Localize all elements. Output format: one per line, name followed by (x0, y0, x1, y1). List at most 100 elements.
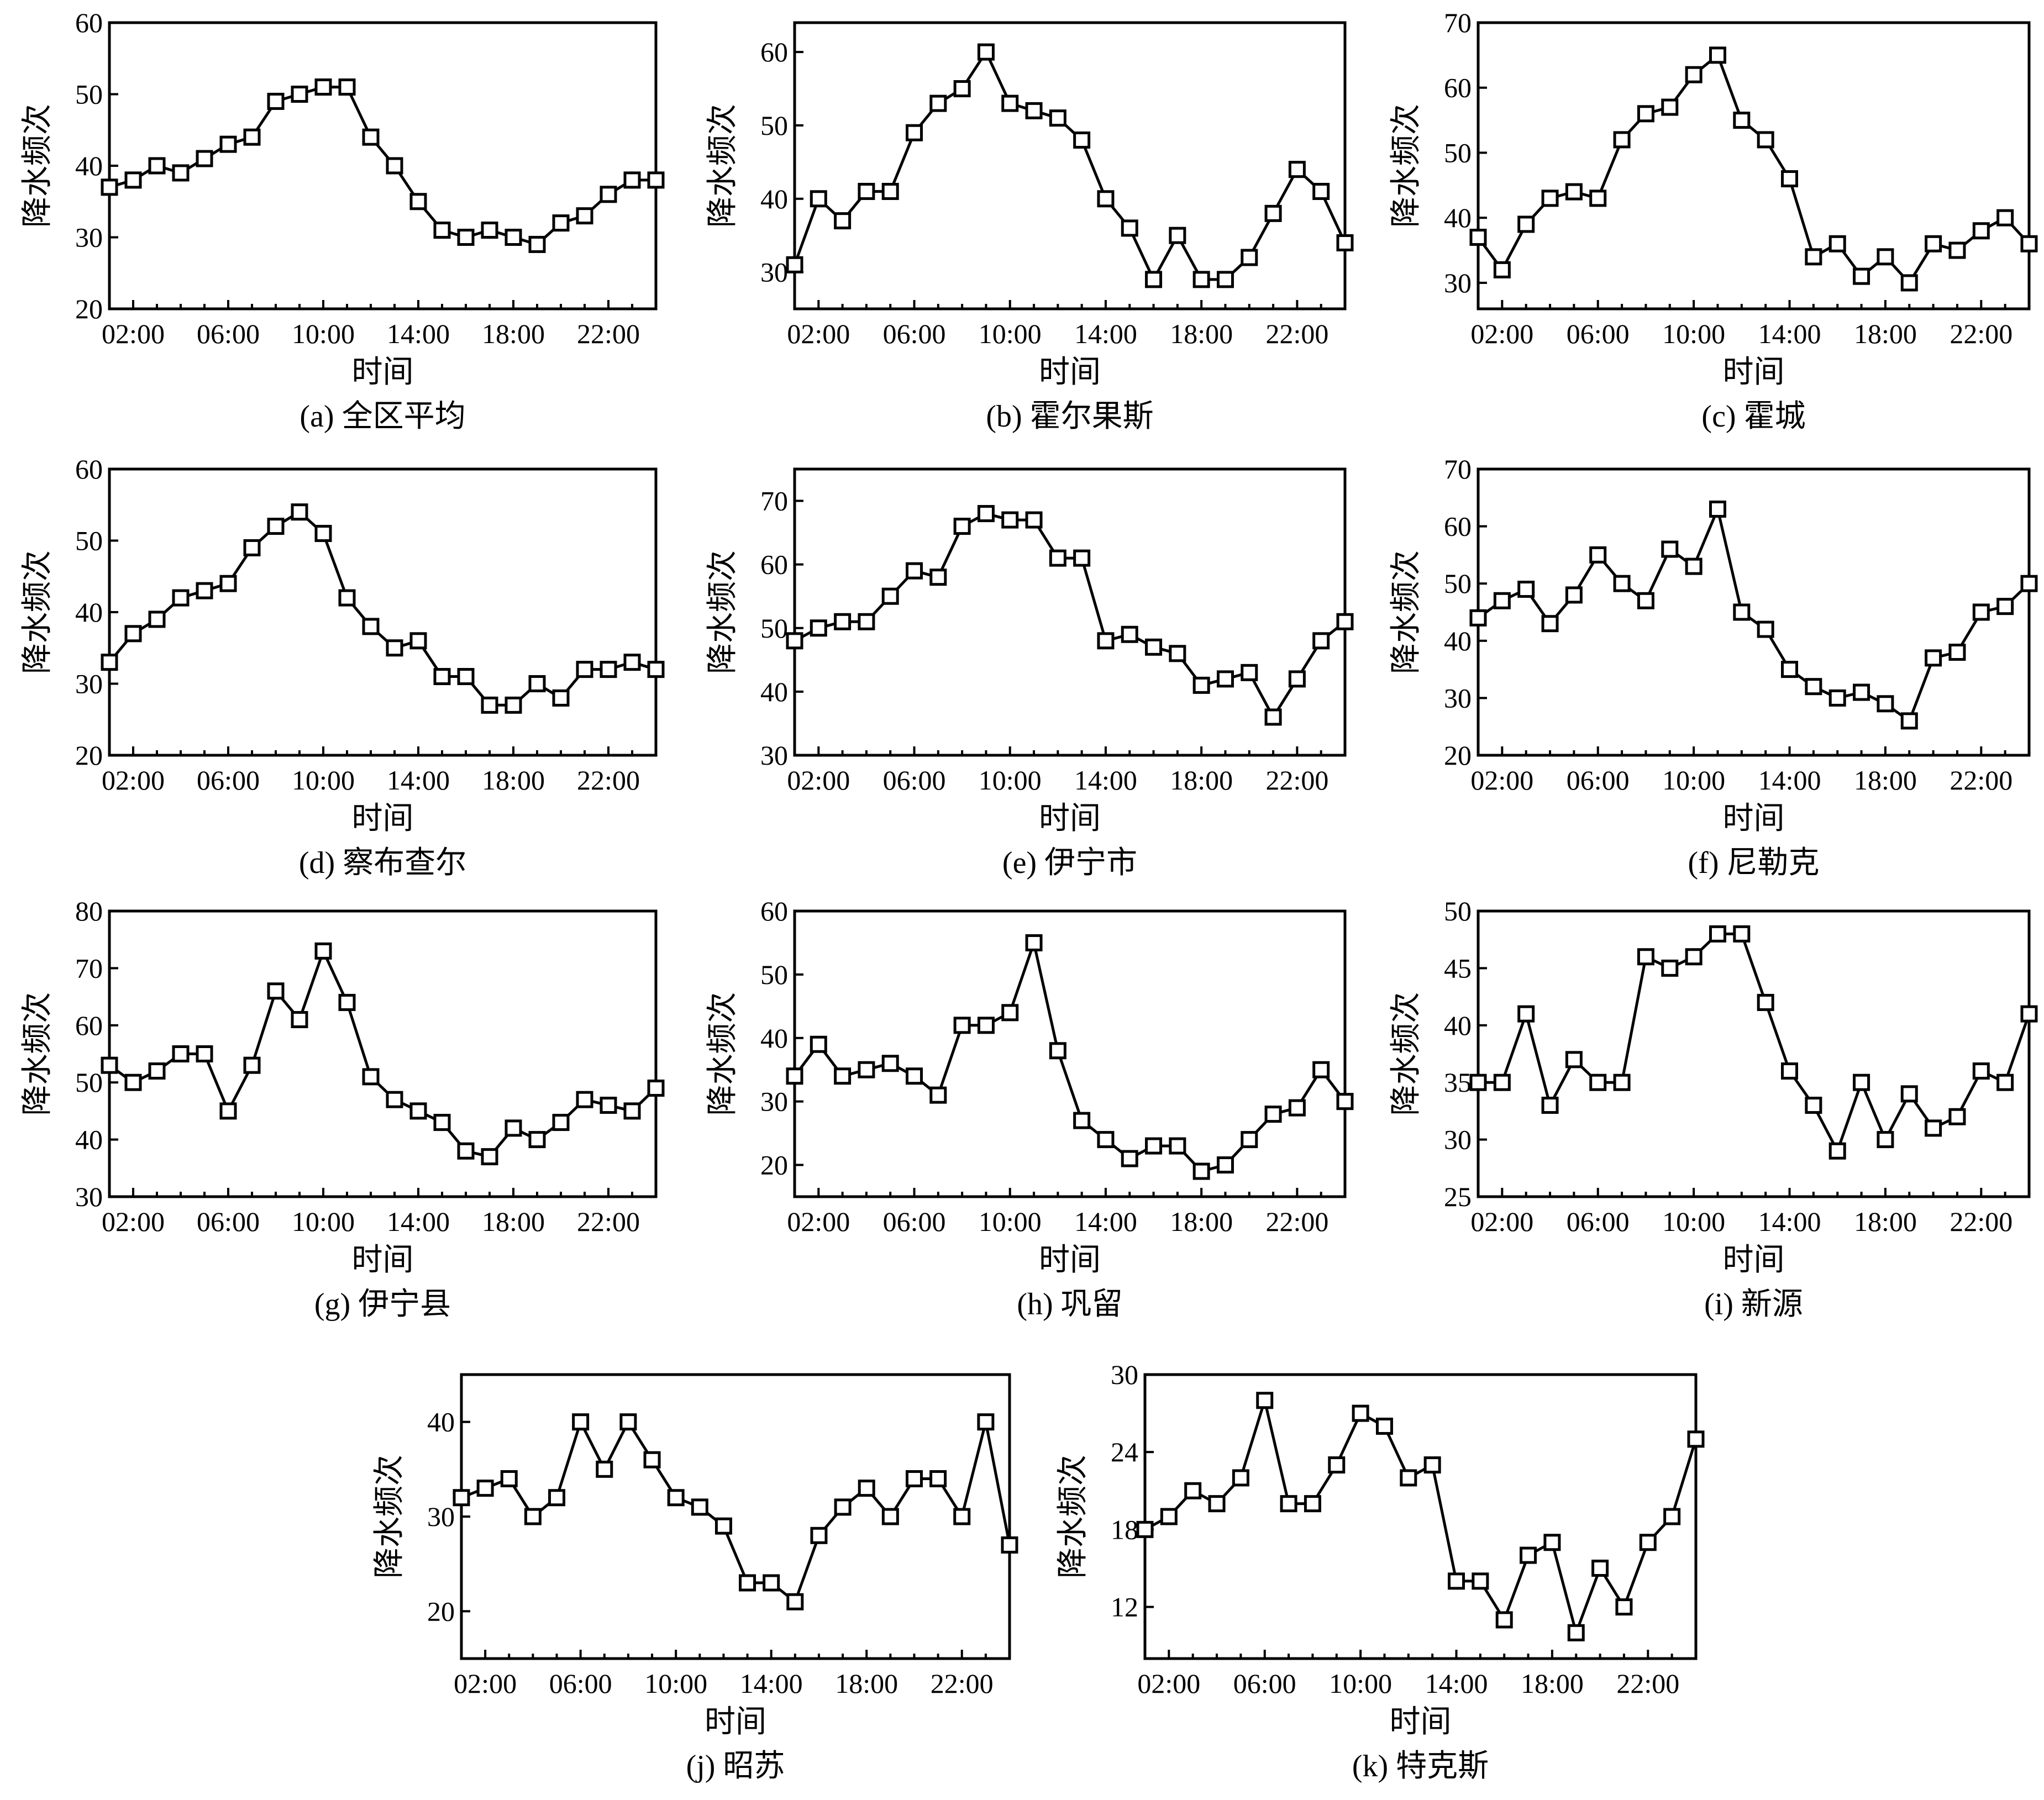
panel-caption: (k) 特克斯 (1352, 1749, 1489, 1783)
data-point-marker (457, 668, 475, 686)
data-point-marker (1996, 209, 2014, 227)
data-point-marker (1900, 712, 1918, 730)
data-point-marker (1264, 204, 1282, 222)
panel-caption: (h) 巩留 (1017, 1287, 1122, 1322)
data-point-marker (338, 993, 356, 1011)
x-tick-label: 18:00 (835, 1668, 898, 1699)
y-axis-label: 降水频次 (1389, 104, 1423, 228)
data-point-marker (505, 696, 522, 714)
data-point-marker (1001, 1536, 1018, 1554)
x-tick-label: 02:00 (1137, 1668, 1200, 1699)
data-point-marker (1192, 271, 1210, 288)
x-tick-label: 06:00 (197, 765, 260, 796)
y-tick-label: 40 (1444, 202, 1472, 233)
data-point-marker (1877, 695, 1894, 713)
data-point-marker (1472, 1572, 1489, 1590)
y-tick-label: 20 (75, 293, 103, 324)
data-point-marker (267, 92, 285, 110)
data-point-marker (1121, 219, 1138, 237)
data-point-marker (500, 1470, 518, 1487)
y-tick-label: 70 (760, 486, 788, 517)
data-point-marker (1169, 1137, 1186, 1155)
data-point-marker (1049, 1042, 1066, 1060)
y-tick-label: 35 (1444, 1067, 1472, 1098)
data-point-marker (906, 562, 923, 580)
data-point-marker (457, 229, 475, 246)
plot-frame (1476, 909, 2031, 1198)
data-point-marker (2020, 235, 2038, 252)
data-point-marker (600, 661, 617, 678)
y-tick-label: 70 (1444, 454, 1472, 485)
data-point-marker (810, 190, 827, 208)
data-point-marker (1781, 661, 1799, 678)
data-point-marker (1025, 934, 1043, 951)
y-axis-label: 降水频次 (1389, 992, 1423, 1116)
data-point-marker (1637, 105, 1654, 123)
data-point-marker (172, 1045, 190, 1062)
data-point-marker (619, 1413, 637, 1431)
y-tick-label: 30 (760, 740, 788, 771)
data-point-marker (1613, 131, 1631, 149)
data-point-marker (1637, 592, 1654, 609)
x-tick-label: 14:00 (1758, 765, 1821, 796)
data-point-marker (101, 178, 118, 196)
data-point-marker (1757, 620, 1774, 638)
data-point-marker (1241, 1131, 1258, 1149)
data-point-marker (148, 157, 166, 175)
data-point-marker (338, 589, 356, 607)
x-axis-label: 时间 (1039, 802, 1101, 836)
x-tick-label: 02:00 (787, 1206, 850, 1237)
data-point-marker (1565, 586, 1583, 604)
x-tick-label: 14:00 (740, 1668, 803, 1699)
y-tick-label: 25 (1444, 1181, 1472, 1212)
y-tick-label: 20 (427, 1596, 455, 1627)
data-point-marker (929, 94, 947, 112)
x-tick-label: 18:00 (482, 318, 545, 349)
data-point-marker (1972, 603, 1990, 621)
x-tick-label: 10:00 (1662, 318, 1725, 349)
data-point-marker (1001, 94, 1019, 112)
data-point-marker (1541, 1097, 1559, 1114)
data-point-marker (906, 124, 923, 141)
x-tick-label: 02:00 (102, 765, 165, 796)
panel-caption: (c) 霍城 (1701, 399, 1805, 434)
data-point-marker (433, 222, 451, 239)
chart-panel: 30 40 50 60 70 02:00 06:00 10:00 14:00 18:00 22:00… (1389, 7, 2038, 434)
data-point-marker (881, 1508, 899, 1525)
panel-caption: (j) 昭苏 (686, 1749, 785, 1783)
y-tick-label: 30 (1111, 1359, 1138, 1390)
data-point-marker (906, 1067, 923, 1085)
data-point-marker (763, 1574, 780, 1592)
data-point-marker (1877, 1131, 1894, 1149)
y-tick-label: 50 (1444, 896, 1472, 927)
data-point-marker (386, 639, 403, 657)
data-point-marker (881, 587, 899, 605)
y-tick-label: 40 (760, 676, 788, 707)
data-point-marker (1517, 581, 1535, 598)
data-point-marker (1495, 1611, 1513, 1629)
plot-frame (793, 909, 1347, 1198)
data-point-marker (953, 518, 971, 535)
x-tick-label: 06:00 (1233, 1668, 1296, 1699)
data-point-marker (1996, 598, 2014, 615)
data-point-marker (219, 575, 237, 592)
data-point-marker (1567, 1624, 1585, 1641)
x-tick-label: 22:00 (577, 1206, 640, 1237)
data-point-marker (552, 1114, 570, 1131)
data-point-marker (1049, 109, 1066, 127)
data-point-marker (528, 235, 546, 253)
y-tick-label: 30 (760, 257, 788, 288)
data-point-marker (1637, 948, 1654, 966)
data-point-marker (929, 569, 947, 586)
x-tick-label: 14:00 (387, 318, 450, 349)
data-point-marker (196, 150, 213, 167)
chart-panel: 30 40 50 60 70 80 02:00 06:00 10:00 14:00 18:00 22:… (20, 896, 665, 1322)
data-point-marker (1828, 689, 1846, 707)
x-tick-label: 10:00 (292, 318, 355, 349)
data-point-marker (1685, 948, 1703, 966)
x-tick-label: 10:00 (292, 1206, 355, 1237)
data-point-marker (1589, 546, 1607, 564)
x-tick-label: 06:00 (197, 318, 260, 349)
panel-caption: (b) 霍尔果斯 (986, 399, 1153, 434)
data-point-marker (124, 625, 142, 643)
